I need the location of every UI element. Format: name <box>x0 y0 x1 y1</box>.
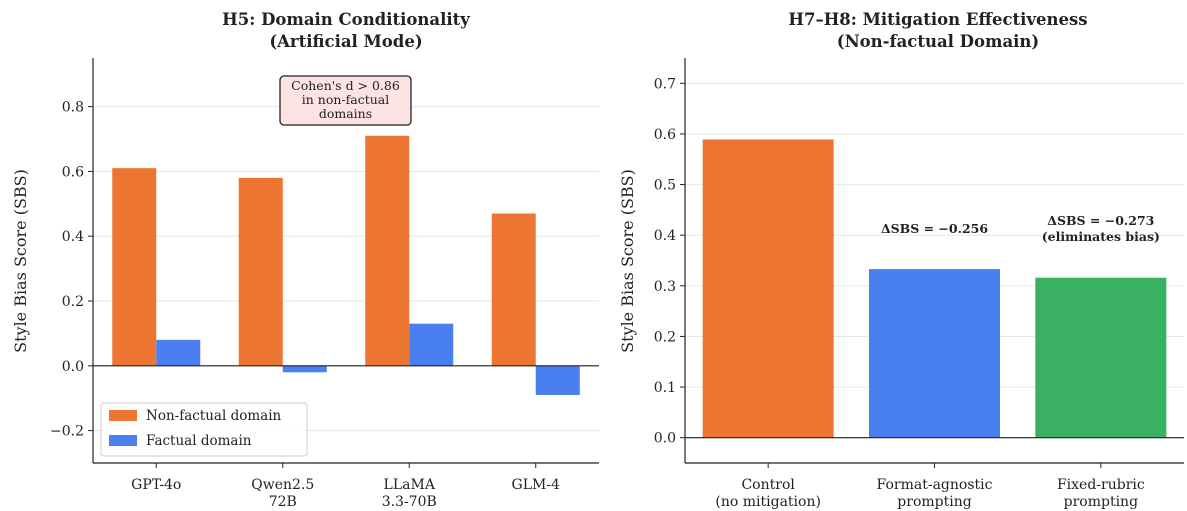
annotation-line: in non-factual <box>302 92 389 107</box>
chart-domain-conditionality: H5: Domain Conditionality (Artificial Mo… <box>11 10 599 510</box>
y-tick-label: 0.8 <box>62 100 84 116</box>
delta-sbs-annotation: ΔSBS = −0.273 <box>1047 213 1154 228</box>
bar-annotations: ΔSBS = −0.256 ΔSBS = −0.273(eliminates bi… <box>881 213 1160 244</box>
y-tick-label: 0.1 <box>654 380 676 396</box>
chart-subtitle: (Artificial Mode) <box>269 32 422 51</box>
bar-nonfactual <box>112 168 157 366</box>
chart-title: H5: Domain Conditionality <box>222 10 470 29</box>
legend-box <box>100 402 308 457</box>
x-tick-label: Fixed-rubric <box>1057 477 1145 493</box>
chart-title: H7–H8: Mitigation Effectiveness <box>788 10 1087 29</box>
chart-subtitle: (Non-factual Domain) <box>837 32 1039 51</box>
x-tick-label: GLM-4 <box>512 477 561 493</box>
x-tick-label: Control <box>741 477 795 493</box>
y-tick-label: 0.3 <box>654 279 676 295</box>
x-tick-label: Qwen2.5 <box>251 477 314 493</box>
y-tick-label: −0.2 <box>50 424 84 440</box>
bar-factual <box>282 365 327 373</box>
bar-factual <box>156 339 201 366</box>
bar-fixed_rubric <box>1035 277 1167 438</box>
bars <box>112 135 580 395</box>
legend-swatch-factual <box>109 435 137 446</box>
annotation-line: domains <box>319 106 372 121</box>
legend: Non-factual domain Factual domain <box>100 402 308 457</box>
delta-sbs-annotation: ΔSBS = −0.256 <box>881 221 988 236</box>
y-tick-label: 0.6 <box>654 127 676 143</box>
y-tick-label: 0.6 <box>62 164 84 180</box>
annotation-line: Cohen's d > 0.86 <box>291 78 400 93</box>
axes <box>92 58 599 464</box>
bar-nonfactual <box>491 213 536 366</box>
x-tick-label: 72B <box>269 494 297 510</box>
y-tick-label: 0.0 <box>62 359 84 375</box>
bar-factual <box>535 365 580 395</box>
x-ticks: Control(no mitigation)Format-agnosticpro… <box>715 463 1145 510</box>
y-tick-label: 0.4 <box>654 228 676 244</box>
bars <box>702 139 1167 438</box>
bar-nonfactual <box>702 139 834 438</box>
cohens-d-annotation: Cohen's d > 0.86 in non-factual domains <box>279 75 412 126</box>
x-tick-label: prompting <box>1064 494 1138 510</box>
y-tick-label: 0.0 <box>654 431 676 447</box>
x-tick-label: (no mitigation) <box>715 494 821 510</box>
x-tick-label: Format-agnostic <box>877 477 993 493</box>
y-ticks: 0.0 0.1 0.2 0.3 0.4 0.5 0.6 0.7 <box>654 76 685 447</box>
x-tick-label: 3.3-70B <box>382 494 437 510</box>
annotation-box <box>279 75 412 126</box>
y-axis-label: Style Bias Score (SBS) <box>618 169 637 353</box>
bar-nonfactual <box>238 177 283 366</box>
legend-label: Factual domain <box>146 433 252 449</box>
y-axis-label: Style Bias Score (SBS) <box>11 169 30 353</box>
chart-mitigation-effectiveness: H7–H8: Mitigation Effectiveness (Non-fac… <box>618 10 1184 510</box>
x-tick-label: prompting <box>897 494 971 510</box>
y-tick-label: 0.2 <box>62 294 84 310</box>
x-tick-label: GPT-4o <box>131 477 181 493</box>
x-tick-label: LLaMA <box>384 477 436 493</box>
delta-sbs-annotation: (eliminates bias) <box>1042 229 1160 244</box>
y-tick-label: 0.4 <box>62 229 84 245</box>
bar-factual <box>409 323 454 366</box>
y-tick-label: 0.2 <box>654 329 676 345</box>
bar-nonfactual <box>365 135 410 366</box>
legend-label: Non-factual domain <box>146 408 282 424</box>
bar-factual <box>869 269 1000 438</box>
y-tick-label: 0.7 <box>654 76 676 92</box>
y-tick-label: 0.5 <box>654 178 676 194</box>
legend-swatch-nonfactual <box>109 410 137 421</box>
y-ticks: −0.2 0.0 0.2 0.4 0.6 0.8 <box>50 100 93 440</box>
